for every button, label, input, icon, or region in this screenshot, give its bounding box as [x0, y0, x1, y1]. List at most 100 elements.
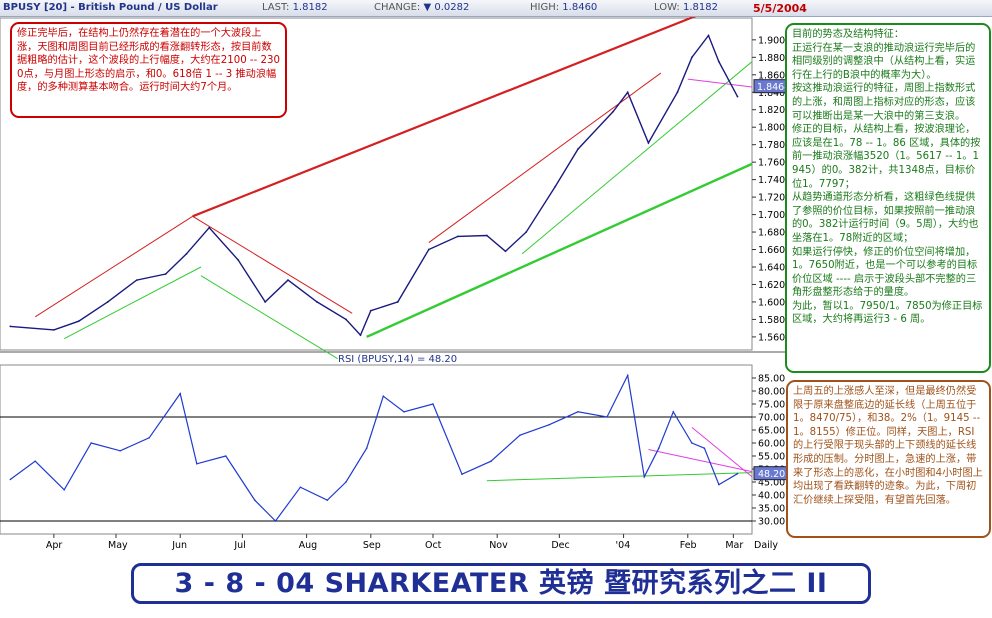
rsi-point: [9, 478, 12, 481]
red-down-channel: [192, 215, 353, 314]
change-value: 0.0282: [434, 2, 470, 13]
price-point: [106, 301, 109, 303]
magenta-neckline: [687, 78, 753, 88]
price-tick-label: 1.6000: [758, 297, 791, 308]
rsi-last-tag: 48.20: [758, 469, 785, 480]
annotation-green-box: 目前的势态及结构特征： 正运行在某一支浪的推动浪运行完毕后的相同级别的调整浪中（…: [785, 23, 991, 373]
price-tick-label: 1.6200: [758, 280, 791, 291]
series-layer: [9, 34, 739, 522]
last-value: 1.8182: [292, 2, 328, 13]
rsi-tick-label: 55.00: [758, 452, 785, 463]
price-point: [717, 60, 720, 63]
rsi-panel-frame: [0, 364, 753, 535]
x-tick-label: Apr: [46, 540, 63, 551]
price-point: [707, 34, 710, 37]
rsi-point: [274, 520, 277, 522]
price-point: [164, 273, 167, 275]
x-tick-label: '04: [616, 540, 631, 551]
x-tick-label: Mar: [725, 540, 743, 551]
red-channel-upper: [34, 215, 193, 318]
price-tick-label: 1.6400: [758, 263, 791, 274]
price-point: [208, 226, 211, 229]
price-point: [676, 91, 679, 94]
price-point: [504, 250, 507, 253]
price-tick-label: 1.9000: [758, 35, 791, 46]
price-point: [691, 56, 693, 59]
rsi-point: [657, 447, 660, 450]
price-panel-frame: [0, 17, 753, 351]
annotation-brown-box: 上周五的上涨感人至深，但是最终仍然受限于原来盘整底边的延长线（上周五位于1。84…: [786, 380, 991, 538]
price-tick-label: 1.7600: [758, 158, 791, 169]
price-change: CHANGE: ▼ 0.0282: [374, 2, 469, 13]
rsi-point: [736, 472, 739, 475]
price-tick-label: 1.7800: [758, 140, 791, 151]
annotation-red-box: 修正完毕后，在结构上仍然存在着潜在的一个大波段上涨，天图和周图目前已经形成的看涨…: [10, 22, 287, 118]
green-down-channel: [200, 275, 338, 360]
price-tick-label: 1.7200: [758, 193, 791, 204]
rsi-tick-label: 75.00: [758, 400, 785, 411]
x-tick-label: Dec: [551, 540, 569, 551]
rsi-point: [490, 460, 492, 463]
chart-canvas: 1.9000 1.8800 1.8600 1.8400 1.8200 1.8000 1.78…: [0, 8, 793, 551]
grid-layer: [0, 17, 792, 535]
rsi-tick-label: 30.00: [758, 517, 785, 528]
x-tick-label: Nov: [489, 540, 508, 551]
rsi-point: [577, 411, 579, 413]
rsi-tick-label: 60.00: [758, 439, 785, 450]
chart-header: BPUSY [20] - British Pound / US Dollar L…: [0, 0, 992, 17]
rsi-series-line: [10, 373, 738, 522]
price-point: [577, 148, 579, 150]
high-value: 1.8460: [562, 2, 598, 13]
price-tick-label: 1.8400: [758, 88, 791, 99]
rsi-magenta-line-2: [691, 427, 753, 478]
rsi-point: [672, 411, 675, 413]
rsi-tick-label: 40.00: [758, 491, 785, 502]
red-up-channel: [428, 72, 662, 243]
rsi-point: [225, 455, 227, 457]
price-last-tag: 1.8464: [757, 82, 790, 93]
price-point: [345, 318, 347, 321]
price-tick-label: 1.6600: [758, 245, 791, 256]
rsi-point: [119, 450, 121, 452]
rsi-point: [626, 374, 629, 377]
price-tick-label: 1.7400: [758, 175, 791, 186]
rsi-point: [432, 403, 434, 405]
rsi-title: RSI (BPUSY,14) = 48.20: [338, 354, 458, 365]
axis-layer: 1.9000 1.8800 1.8600 1.8400 1.8200 1.8000 1.78…: [46, 35, 793, 551]
rsi-point: [606, 416, 608, 418]
last-price: LAST: 1.8182: [262, 2, 328, 13]
red-long-trendline: [192, 8, 714, 218]
rsi-point: [90, 442, 92, 444]
price-tick-label: 1.5800: [758, 315, 791, 326]
green-long-trendline: [366, 162, 753, 338]
price-point: [287, 279, 289, 282]
change-label: CHANGE:: [374, 2, 421, 13]
rsi-point: [643, 476, 646, 478]
green-up-channel: [521, 61, 753, 255]
x-tick-label: Aug: [299, 540, 318, 551]
rsi-point: [382, 395, 385, 398]
rsi-tick-label: 65.00: [758, 426, 785, 437]
rsi-point: [461, 473, 463, 476]
price-tick-label: 1.8000: [758, 123, 791, 134]
rsi-point: [63, 489, 66, 491]
rsi-point: [34, 460, 37, 463]
low-value: 1.8182: [682, 2, 718, 13]
rsi-tick-label: 80.00: [758, 387, 785, 398]
price-point: [612, 110, 615, 113]
price-point: [264, 301, 267, 303]
rsi-point: [365, 447, 368, 450]
chart-date: 5/5/2004: [753, 2, 807, 15]
price-point: [647, 142, 650, 144]
rsi-point: [403, 411, 405, 413]
down-arrow-icon: ▼: [423, 2, 432, 13]
price-point: [52, 329, 55, 331]
rsi-point: [254, 499, 256, 502]
price-point: [369, 309, 372, 312]
rsi-magenta-line: [648, 449, 753, 473]
price-point: [525, 231, 528, 233]
rsi-point: [703, 447, 706, 450]
x-tick-label: Sep: [363, 540, 381, 551]
rsi-point: [196, 463, 198, 465]
rsi-point: [548, 424, 550, 426]
